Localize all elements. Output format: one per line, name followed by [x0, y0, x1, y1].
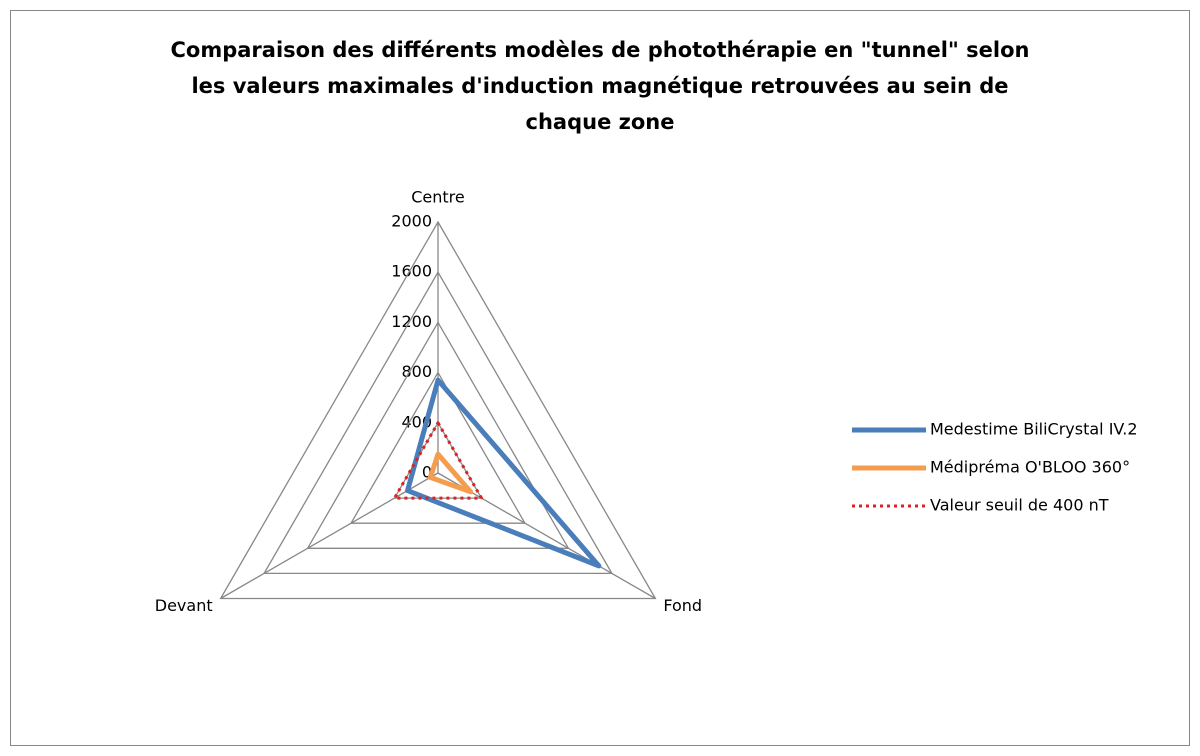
- series-line: [405, 377, 602, 569]
- grid-ring: [349, 371, 527, 524]
- chart-title: Comparaison des différents modèles de ph…: [171, 38, 1030, 62]
- r-tick-label: 1200: [391, 312, 432, 331]
- grid-ring: [306, 321, 570, 549]
- series-line: [427, 451, 474, 495]
- spoke: [220, 472, 439, 600]
- legend-label: Medestime BiliCrystal IV.2: [930, 420, 1138, 439]
- category-label: Centre: [411, 188, 465, 207]
- chart-title: chaque zone: [526, 110, 675, 134]
- category-label: Devant: [155, 596, 213, 615]
- r-tick-label: 2000: [391, 212, 432, 231]
- r-tick-label: 800: [401, 362, 432, 381]
- grid-ring: [219, 220, 657, 600]
- series-line: [393, 421, 483, 500]
- category-label: Fond: [663, 596, 702, 615]
- chart-title: les valeurs maximales d'induction magnét…: [191, 74, 1008, 98]
- grid-ring: [262, 270, 614, 575]
- chart-frame: [10, 10, 1190, 746]
- r-tick-label: 0: [422, 463, 432, 482]
- spoke: [437, 472, 656, 600]
- r-tick-label: 1600: [391, 262, 432, 281]
- legend-label: Médipréma O'BLOO 360°: [930, 458, 1130, 477]
- legend-label: Valeur seuil de 400 nT: [930, 496, 1109, 515]
